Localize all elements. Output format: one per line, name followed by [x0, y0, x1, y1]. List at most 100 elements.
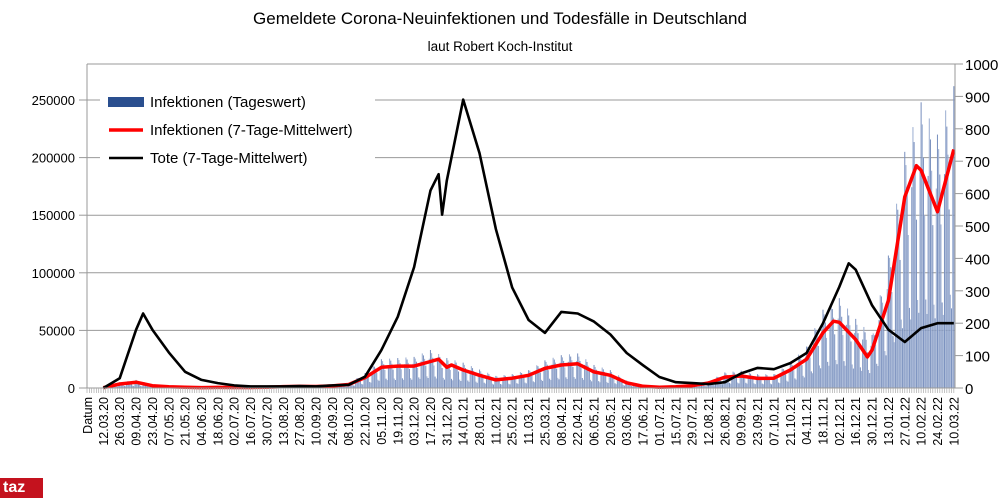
bar-tageswert [914, 168, 916, 388]
bar-tageswert [558, 379, 560, 388]
bar-tageswert [516, 383, 518, 388]
bar-tageswert [364, 373, 366, 388]
bar-tageswert [913, 142, 915, 388]
bar-tageswert [632, 386, 634, 388]
bar-tageswert [619, 376, 621, 388]
bar-tageswert [810, 371, 812, 388]
bar-tageswert [559, 362, 561, 388]
bar-tageswert [884, 351, 886, 388]
bar-tageswert [123, 385, 125, 388]
bar-tageswert [480, 371, 482, 388]
y-right-tick-label: 300 [965, 284, 990, 301]
bar-tageswert [800, 358, 802, 388]
bar-tageswert [495, 375, 497, 388]
bar-tageswert [371, 371, 373, 388]
bar-tageswert [140, 385, 142, 388]
bar-tageswert [745, 382, 747, 388]
bar-tageswert [790, 363, 792, 388]
bar-tageswert [731, 375, 733, 388]
bar-tageswert [832, 317, 835, 388]
bar-tageswert [476, 382, 478, 388]
bar-tageswert [488, 374, 490, 388]
bar-tageswert [457, 371, 460, 388]
legend-label: Infektionen (Tageswert) [150, 94, 306, 111]
bar-tageswert [751, 375, 753, 388]
bar-tageswert [446, 358, 448, 388]
y-left-tick-label: 150000 [32, 208, 75, 223]
bar-tageswert [560, 355, 562, 388]
bar-tageswert [779, 383, 781, 388]
bar-tageswert [368, 376, 370, 388]
bar-tageswert [941, 302, 943, 388]
bar-tageswert [750, 373, 752, 388]
bar-tageswert [421, 353, 423, 388]
x-tick-label: 23.09.21 [751, 397, 765, 446]
bar-tageswert [608, 373, 610, 388]
bar-tageswert [577, 353, 579, 388]
bar-tageswert [397, 358, 399, 388]
bar-tageswert [746, 383, 748, 388]
bar-tageswert [950, 308, 953, 388]
x-tick-label: 08.04.21 [555, 397, 569, 446]
bar-tageswert [546, 364, 548, 388]
bar-tageswert [795, 379, 797, 388]
bar-tageswert [380, 359, 382, 388]
bar-tageswert [736, 377, 738, 388]
bar-tageswert [769, 383, 771, 388]
bar-tageswert [450, 378, 453, 388]
x-tick-label: 26.08.21 [718, 397, 732, 446]
x-tick-label: 12.08.21 [702, 397, 716, 446]
bar-tageswert [903, 209, 905, 388]
bar-tageswert [873, 335, 875, 388]
bar-tageswert [729, 382, 731, 388]
x-tick-label: 13.01.22 [882, 397, 896, 446]
bar-tageswert [858, 347, 860, 388]
bar-tageswert [136, 380, 138, 388]
bar-tageswert [475, 381, 477, 388]
bar-tageswert [934, 318, 936, 388]
bar-tageswert [616, 377, 618, 388]
x-tick-label: 30.12.21 [866, 397, 880, 446]
x-tick-label: 13.08.20 [277, 397, 291, 446]
bar-tageswert [532, 381, 534, 388]
bar-tageswert [362, 384, 364, 388]
bar-tageswert [442, 377, 444, 388]
bar-tageswert [615, 384, 617, 388]
bar-tageswert [129, 382, 131, 388]
bar-tageswert [387, 365, 389, 388]
bar-tageswert [473, 370, 475, 388]
bar-tageswert [897, 209, 899, 388]
bar-tageswert [572, 366, 574, 388]
x-tick-label: 29.07.21 [686, 397, 700, 446]
bar-tageswert [122, 384, 124, 388]
bar-tageswert [490, 379, 492, 388]
bar-tageswert [502, 377, 504, 388]
bar-tageswert [470, 366, 472, 388]
bar-tageswert [733, 372, 735, 388]
bar-tageswert [898, 224, 900, 388]
bar-tageswert [942, 314, 944, 388]
bar-tageswert [887, 255, 889, 388]
bar-tageswert [845, 324, 847, 388]
bar-tageswert [830, 303, 832, 388]
bar-tageswert [850, 341, 852, 388]
bar-tageswert [811, 373, 814, 388]
bar-tageswert [815, 329, 817, 388]
bar-tageswert [390, 360, 392, 388]
bar-tageswert [878, 320, 880, 388]
bar-tageswert [861, 370, 863, 388]
bar-tageswert [837, 318, 839, 388]
bar-tageswert [133, 385, 135, 388]
bar-tageswert [429, 349, 431, 388]
bar-tageswert [846, 308, 849, 388]
bar-tageswert [399, 363, 401, 388]
bar-tageswert [767, 376, 769, 388]
bar-tageswert [539, 372, 541, 388]
bar-tageswert [765, 374, 767, 388]
bar-tageswert [115, 386, 117, 388]
bar-tageswert [418, 377, 420, 388]
x-tick-label: 25.02.21 [506, 397, 520, 446]
bar-tageswert [865, 339, 867, 388]
bar-tageswert [463, 364, 465, 388]
bar-tageswert [824, 322, 826, 388]
